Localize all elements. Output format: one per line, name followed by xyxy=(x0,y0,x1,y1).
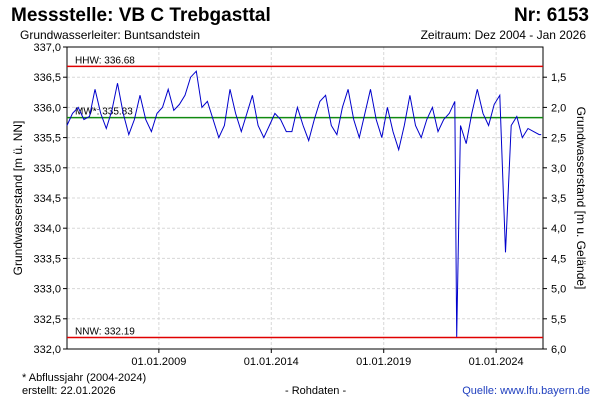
source-link[interactable]: Quelle: www.lfu.bayern.de xyxy=(462,385,590,397)
grid-lines xyxy=(67,47,543,349)
created-date: erstellt: 22.01.2026 xyxy=(22,385,116,397)
aquifer-label: Grundwasserleiter: Buntsandstein xyxy=(20,28,201,42)
data-kind: - Rohdaten - xyxy=(285,385,347,397)
y-tick-label: 334,0 xyxy=(33,223,61,235)
station-number: Nr: 6153 xyxy=(514,5,589,26)
y2-tick-label: 3,0 xyxy=(551,163,566,175)
y2-tick-label: 5,0 xyxy=(551,284,566,296)
y2-tick-label: 6,0 xyxy=(551,344,566,356)
y-tick-label: 332,5 xyxy=(33,314,61,326)
y2-tick-label: 5,5 xyxy=(551,314,566,326)
y2-tick-label: 4,0 xyxy=(551,223,566,235)
y-tick-label: 335,0 xyxy=(33,163,61,175)
y-tick-label: 336,5 xyxy=(33,72,61,84)
y-tick-label: 337,0 xyxy=(33,42,61,54)
y-tick-label: 333,0 xyxy=(33,284,61,296)
period-label: Zeitraum: Dez 2004 - Jan 2026 xyxy=(420,28,586,42)
station-title: Messstelle: VB C Trebgasttal xyxy=(11,5,271,26)
x-tick-label: 01.01.2009 xyxy=(131,356,186,368)
y-tick-label: 332,0 xyxy=(33,344,61,356)
reference-line-label: HHW: 336.68 xyxy=(75,55,135,66)
groundwater-series-line xyxy=(66,70,542,337)
reference-line-label: MW*: 335.83 xyxy=(75,107,133,118)
x-tick-label: 01.01.2014 xyxy=(244,356,299,368)
y2-tick-label: 4,5 xyxy=(551,253,566,265)
y-tick-label: 333,5 xyxy=(33,253,61,265)
y-tick-label: 336,0 xyxy=(33,102,61,114)
y2-tick-label: 1,5 xyxy=(551,72,566,84)
y-axis-label: Grundwasserstand [m ü. NN] xyxy=(11,121,25,276)
y2-tick-label: 2,0 xyxy=(551,102,566,114)
y2-tick-label: 2,5 xyxy=(551,133,566,145)
x-tick-label: 01.01.2019 xyxy=(356,356,411,368)
y-tick-label: 335,5 xyxy=(33,133,61,145)
reference-line-label: NNW: 332.19 xyxy=(75,327,135,338)
footnote: * Abflussjahr (2004-2024) xyxy=(22,372,147,384)
y-tick-label: 334,5 xyxy=(33,193,61,205)
x-tick-label: 01.01.2024 xyxy=(469,356,524,368)
y2-tick-label: 3,5 xyxy=(551,193,566,205)
y2-axis-label: Grundwasserstand [m u. Gelände] xyxy=(574,107,588,290)
